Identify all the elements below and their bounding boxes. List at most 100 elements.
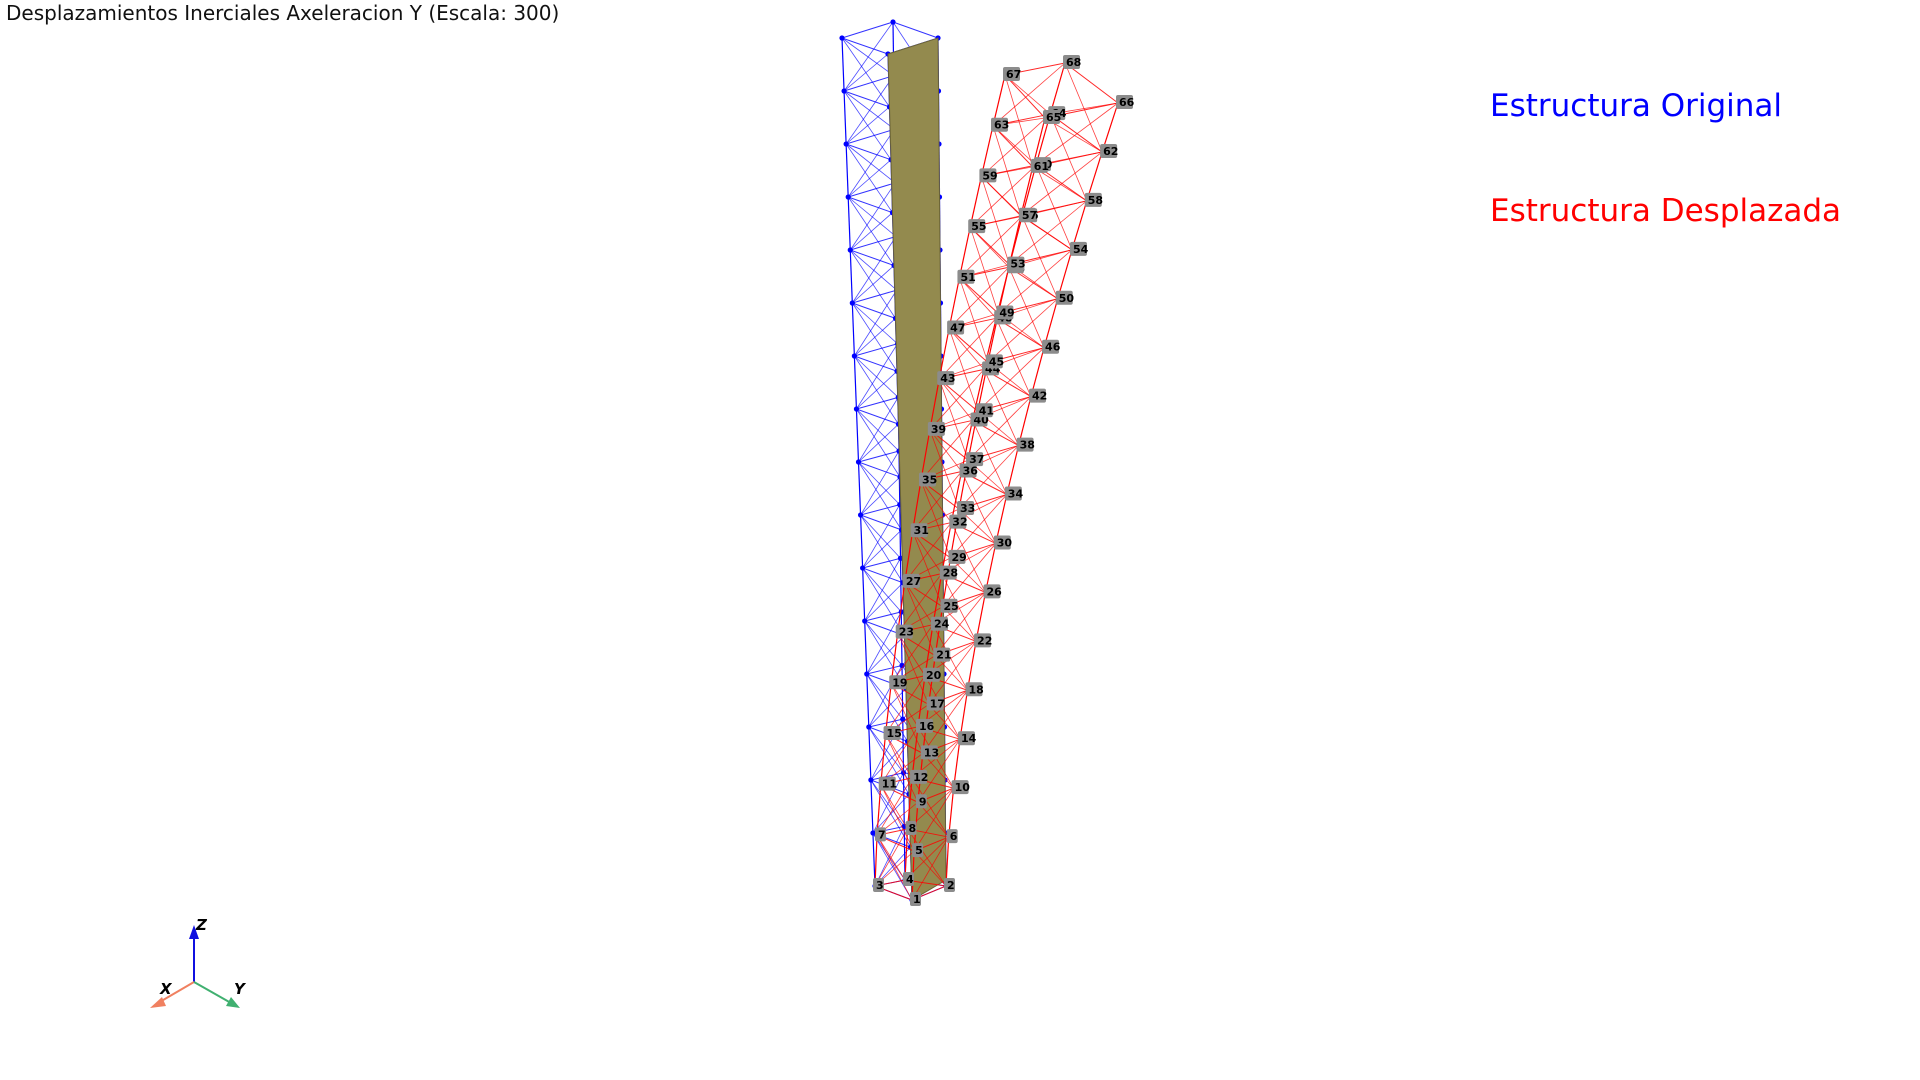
original-member <box>841 37 889 55</box>
displaced-brace <box>876 835 913 901</box>
original-leg <box>841 37 845 92</box>
node-label-text: 23 <box>899 626 914 639</box>
displaced-leg <box>912 480 922 532</box>
original-node <box>862 618 868 624</box>
node-label-box <box>915 718 933 733</box>
node-label-8: 8 <box>905 820 917 835</box>
original-brace <box>843 21 894 92</box>
original-member <box>845 128 895 145</box>
node-label-text: 55 <box>971 220 986 233</box>
node-label-text: 25 <box>944 600 959 613</box>
node-label-47: 47 <box>947 320 965 335</box>
displaced-brace <box>922 690 968 754</box>
node-label-text: 46 <box>1045 341 1061 354</box>
displaced-leg <box>932 573 943 625</box>
original-member <box>862 567 904 584</box>
original-brace <box>851 236 897 304</box>
node-label-box <box>951 780 969 795</box>
displaced-brace <box>897 573 943 633</box>
node-label-text: 37 <box>969 453 984 466</box>
displaced-leg <box>1006 445 1020 495</box>
node-label-text: 34 <box>1008 488 1024 501</box>
original-member <box>843 75 894 92</box>
node-label-57: 57 <box>1018 207 1037 222</box>
displaced-leg <box>969 176 982 228</box>
displaced-brace <box>880 726 919 785</box>
displaced-brace <box>981 176 1023 217</box>
node-label-text: 19 <box>892 676 907 689</box>
node-label-text: 21 <box>936 649 951 662</box>
node-label-box <box>903 872 914 886</box>
node-label-box <box>957 501 975 515</box>
original-member <box>858 461 901 478</box>
displaced-leg <box>960 420 974 472</box>
original-brace <box>864 620 903 666</box>
node-label-50: 50 <box>1055 290 1074 305</box>
node-label-46: 46 <box>1042 339 1061 354</box>
displaced-brace <box>907 828 947 887</box>
node-label-text: 30 <box>997 536 1013 549</box>
original-leg <box>859 514 864 569</box>
original-brace <box>856 343 898 410</box>
original-member <box>858 450 900 463</box>
original-brace <box>847 129 895 198</box>
node-label-box <box>1018 207 1036 222</box>
displaced-brace <box>959 277 997 319</box>
node-label-box <box>1069 241 1087 256</box>
x-axis-line <box>157 981 195 1004</box>
original-leg <box>843 90 847 145</box>
node-label-box <box>983 584 1001 599</box>
node-label-box <box>940 598 958 613</box>
axis-triad: Z X Y <box>150 916 247 1008</box>
node-label-box <box>926 696 944 711</box>
original-brace <box>868 726 904 773</box>
displaced-brace <box>897 632 926 676</box>
node-label-21: 21 <box>933 647 952 662</box>
original-node <box>845 194 851 200</box>
original-brace <box>847 196 895 266</box>
z-axis-label: Z <box>195 916 208 934</box>
node-label-text: 43 <box>940 372 955 385</box>
original-brace <box>862 567 902 613</box>
node-label-box <box>985 354 1003 369</box>
node-label-text: 5 <box>915 844 923 857</box>
displaced-brace <box>885 675 926 735</box>
original-brace <box>870 779 905 827</box>
node-label-box <box>875 827 887 842</box>
original-member <box>854 355 898 372</box>
node-label-53: 53 <box>1007 256 1026 271</box>
legend-original-structure: Estructura Original <box>1490 88 1783 124</box>
node-label-12: 12 <box>910 769 928 784</box>
displaced-brace <box>1004 74 1051 115</box>
node-label-box <box>1055 290 1073 305</box>
displaced-member <box>1004 74 1046 119</box>
displaced-brace <box>950 522 986 593</box>
displaced-brace <box>897 632 929 705</box>
node-label-31: 31 <box>910 523 929 538</box>
displaced-brace <box>995 318 1032 397</box>
original-brace <box>858 397 899 463</box>
original-brace <box>858 461 902 531</box>
node-label-29: 29 <box>948 549 967 564</box>
node-label-text: 51 <box>960 271 975 284</box>
original-brace <box>854 289 898 357</box>
displaced-leg <box>920 429 931 481</box>
original-brace <box>841 37 890 108</box>
node-label-text: 32 <box>952 516 967 529</box>
node-label-62: 62 <box>1100 143 1118 158</box>
displaced-leg <box>984 543 997 593</box>
displaced-leg <box>1057 249 1073 299</box>
node-label-text: 67 <box>1006 68 1021 81</box>
displaced-leg <box>966 641 977 691</box>
node-label-text: 38 <box>1020 439 1035 452</box>
displaced-leg <box>884 683 892 735</box>
displaced-leg <box>992 74 1006 126</box>
displaced-leg <box>959 690 969 740</box>
node-label-text: 42 <box>1032 390 1047 403</box>
displaced-leg <box>1017 396 1032 446</box>
node-label-14: 14 <box>957 731 977 746</box>
node-label-box <box>937 371 955 386</box>
node-label-text: 57 <box>1022 209 1037 222</box>
node-label-box <box>993 535 1011 550</box>
